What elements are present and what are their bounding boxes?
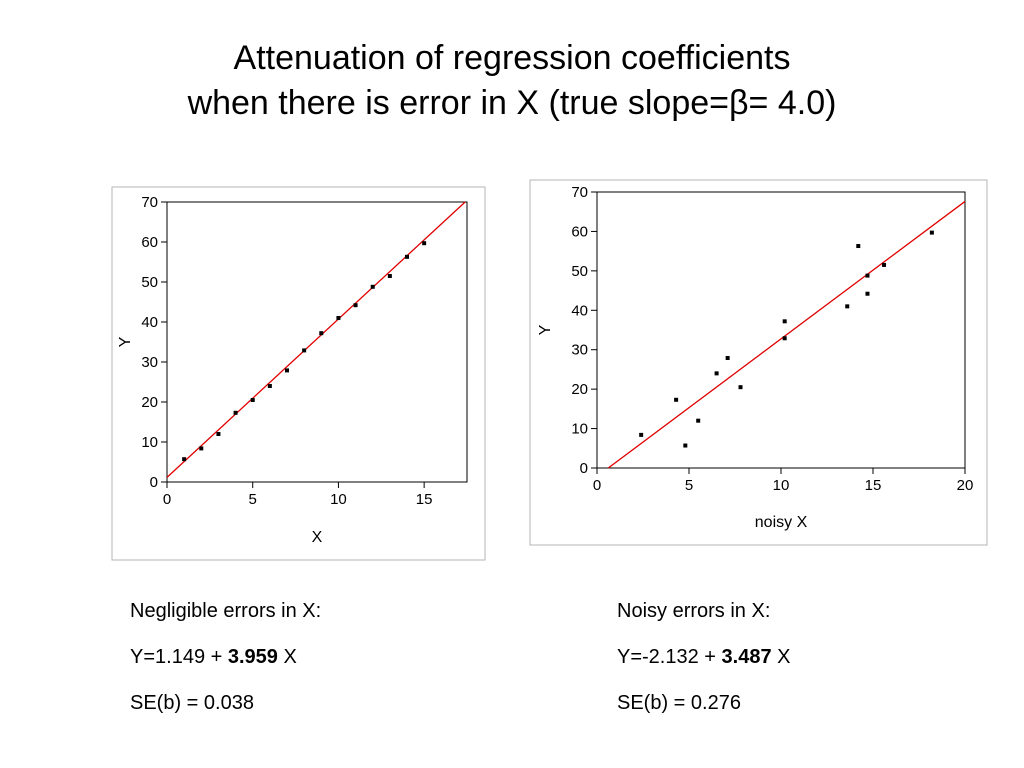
y-tick-label: 40	[571, 302, 588, 319]
data-point	[336, 316, 341, 320]
data-point	[845, 304, 850, 309]
x-tick-label: 15	[416, 491, 433, 508]
y-tick-label: 40	[141, 314, 158, 331]
data-point	[782, 336, 787, 341]
chart-negligible-errors: 0 5 10 15 0 10 20 30 40 50 60 70 X Y	[111, 186, 486, 561]
data-point	[233, 410, 238, 415]
chart-frame	[111, 186, 486, 561]
y-tick-label: 50	[571, 263, 588, 280]
caption-standard-error: SE(b) = 0.276	[617, 692, 741, 714]
equation-prefix: Y=1.149 +	[130, 646, 228, 668]
data-point	[199, 446, 204, 451]
regression-line	[607, 200, 966, 469]
caption-equation: Y=-2.132 + 3.487 X	[617, 634, 791, 680]
data-point	[674, 397, 679, 402]
data-point	[250, 398, 255, 402]
equation-suffix: X	[277, 646, 297, 668]
data-point	[696, 418, 701, 423]
x-tick-label: 10	[330, 491, 347, 508]
equation-slope: 3.487	[721, 646, 772, 668]
chart-frame	[529, 179, 988, 546]
title-line-2: when there is error in X (true slope=β= …	[187, 84, 837, 122]
data-point	[353, 303, 358, 308]
data-point	[865, 291, 870, 296]
equation-slope: 3.959	[227, 646, 278, 668]
regression-line	[166, 201, 466, 478]
y-tick-label: 60	[571, 223, 588, 240]
x-tick-label: 15	[865, 477, 882, 494]
y-axis-title: Y	[117, 336, 134, 347]
data-point	[639, 432, 644, 437]
data-point	[302, 348, 307, 353]
x-tick-label: 10	[773, 477, 790, 494]
data-point	[387, 274, 392, 278]
x-axis-title: X	[312, 529, 323, 546]
y-tick-label: 60	[141, 234, 158, 251]
data-point	[182, 457, 187, 462]
data-point	[370, 284, 375, 289]
x-tick-label: 5	[685, 477, 693, 494]
y-tick-label: 10	[141, 434, 158, 451]
caption-negligible: Negligible errors in X: Y=1.149 + 3.959 …	[130, 588, 321, 726]
data-point	[882, 262, 887, 267]
data-point	[422, 241, 427, 246]
caption-noisy: Noisy errors in X: Y=-2.132 + 3.487 X SE…	[617, 588, 791, 726]
data-point	[738, 385, 743, 390]
data-point	[319, 331, 324, 336]
slide-title: Attenuation of regression coefficients w…	[0, 36, 1024, 126]
x-tick-label: 5	[249, 491, 257, 508]
data-point	[714, 371, 719, 376]
y-tick-label: 20	[571, 381, 588, 398]
data-point	[285, 368, 289, 373]
y-tick-label: 30	[571, 342, 588, 359]
data-point	[267, 384, 272, 388]
y-tick-label: 10	[571, 421, 588, 438]
title-line-1: Attenuation of regression coefficients	[233, 39, 791, 77]
x-tick-label: 0	[163, 491, 171, 508]
x-axis-title: noisy X	[755, 514, 808, 531]
data-point	[856, 244, 861, 249]
data-point	[782, 319, 787, 324]
chart-noisy-errors: 0 5 10 15 20 0 10 20 30 40 50 60 70 noisy X Y	[529, 179, 988, 546]
data-point	[216, 432, 221, 436]
y-tick-label: 30	[141, 354, 158, 371]
y-tick-label: 0	[150, 474, 158, 491]
y-tick-label: 70	[571, 184, 588, 201]
x-tick-label: 0	[593, 477, 601, 494]
data-point	[865, 273, 870, 278]
data-point	[405, 254, 409, 259]
caption-heading: Noisy errors in X:	[617, 600, 771, 622]
plot-area-border	[166, 201, 468, 483]
y-tick-label: 20	[141, 394, 158, 411]
y-axis-title: Y	[537, 324, 554, 335]
equation-prefix: Y=-2.132 +	[617, 646, 722, 668]
caption-standard-error: SE(b) = 0.038	[130, 692, 254, 714]
y-tick-label: 50	[141, 274, 158, 291]
caption-equation: Y=1.149 + 3.959 X	[130, 634, 321, 680]
data-point	[683, 443, 688, 448]
caption-heading: Negligible errors in X:	[130, 600, 322, 622]
data-point	[725, 355, 730, 360]
x-tick-label: 20	[957, 477, 974, 494]
data-point	[929, 230, 934, 235]
y-tick-label: 0	[580, 460, 588, 477]
equation-suffix: X	[771, 646, 791, 668]
y-tick-label: 70	[141, 194, 158, 211]
